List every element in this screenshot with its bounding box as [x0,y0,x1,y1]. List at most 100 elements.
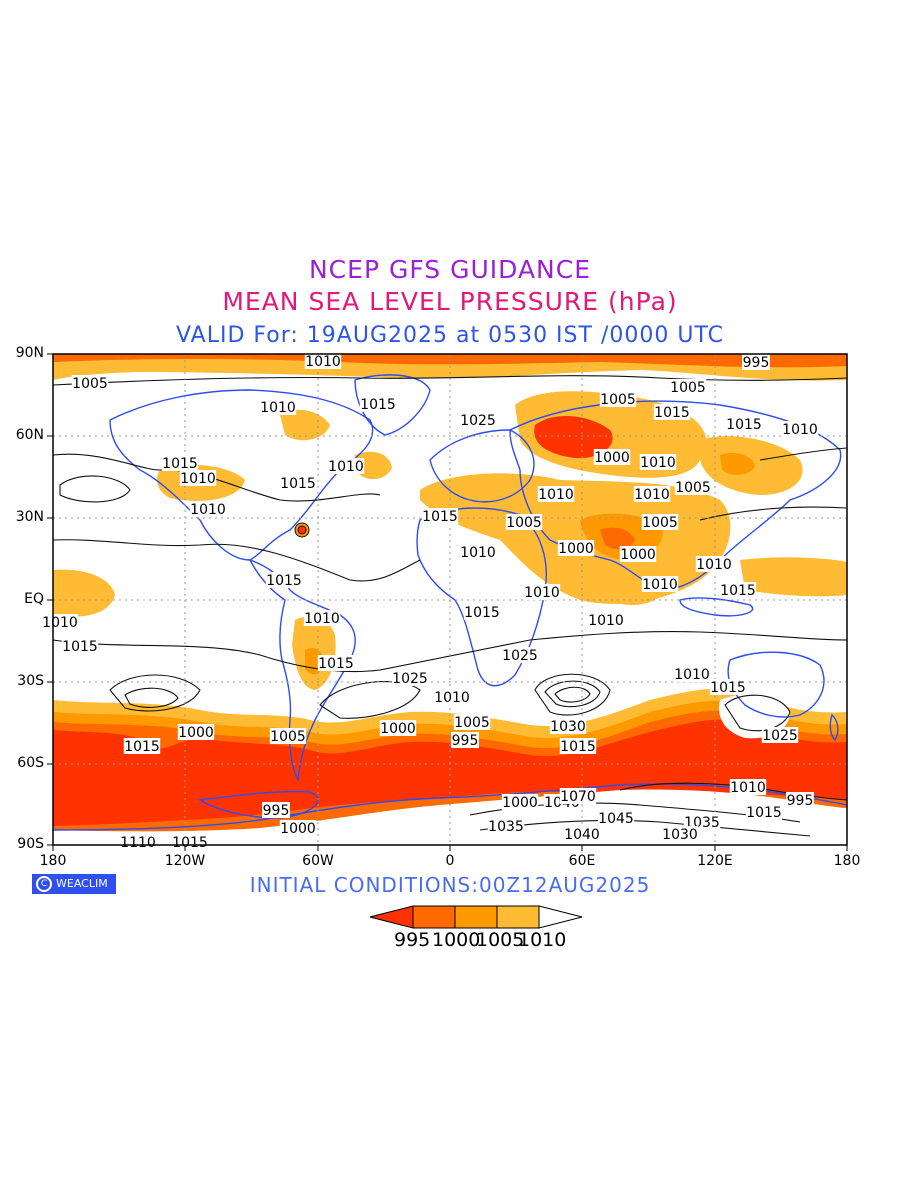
contour-label: 1010 [305,354,341,370]
low-pressure-center [294,522,310,538]
map-subtitle: MEAN SEA LEVEL PRESSURE (hPa) [222,287,678,316]
contour-label-bg [327,458,365,474]
contour-label: 1015 [746,805,782,821]
contour-label: 1015 [124,739,160,755]
contour-label-bg [661,826,699,842]
contour-label: 1015 [726,417,762,433]
contour-label: 1005 [454,715,490,731]
contour-label: 1015 [172,835,208,851]
lat-label-eq: EQ [24,591,44,607]
contour-label: 1005 [675,480,711,496]
contour-label: 995 [743,355,770,371]
contour-label-bg [781,421,819,437]
contour-label: 1025 [502,648,538,664]
contour-label-bg [279,820,317,836]
contour-label-bg [171,834,209,850]
weaclim-logo: C WEACLIM [32,874,116,894]
contour-label-bg [641,514,679,530]
contour-label: 1010 [730,780,766,796]
contour-label-bg [641,576,679,592]
lat-label-60s: 60S [17,755,44,771]
contour-label-bg [463,604,501,620]
contour-label-bg [119,834,157,850]
contour-label: 1040 [564,827,600,843]
contour-label-bg [587,612,625,628]
contour-label-bg [599,391,637,407]
contour-label-bg [359,396,397,412]
lon-label-180w: 180 [39,853,67,869]
map-title: NCEP GFS GUIDANCE [308,255,591,284]
contour-label: 1000 [178,725,214,741]
contour-label-bg [451,732,479,748]
contour-label-bg [719,582,757,598]
colorbar-label-1000: 1000 [432,929,481,951]
contour-label-bg [593,449,631,465]
contour-label: 1025 [460,413,496,429]
contour-label-bg [189,501,227,517]
contour-label-bg [639,454,677,470]
contour-label-bg [265,572,303,588]
contour-label-bg [123,738,161,754]
contour-label-bg [177,724,215,740]
contour-label-bg [505,514,543,530]
contour-label-bg [633,486,671,502]
contour-label-bg [501,794,539,810]
contour-label: 1010 [180,471,216,487]
contour-label-bg [786,792,814,808]
contour-label: 1010 [434,690,470,706]
contour-label: 1005 [642,515,678,531]
lat-label-60n: 60N [15,427,44,443]
contour-label: 1010 [328,459,364,475]
contour-label: 1015 [162,456,198,472]
lon-label-60w: 60W [302,853,334,869]
contour-label-bg [453,714,491,730]
contour-label: 1010 [634,487,670,503]
contour-label: 1010 [588,613,624,629]
contour-label-bg [317,655,355,671]
contour-label-bg [709,679,747,695]
colorbar-label-1005: 1005 [476,929,525,951]
contour-label: 1015 [280,476,316,492]
contour-label-bg [459,412,497,428]
logo-text: WEACLIM [56,877,108,890]
contour-label-bg [674,479,712,495]
contour-label-bg [379,720,417,736]
contour-label: 1110 [120,835,156,851]
contour-label-bg [459,544,497,560]
contour-label: 1010 [640,455,676,471]
contour-label-bg [563,826,601,842]
contour-label: 1045 [598,811,634,827]
contour-label: 1010 [304,611,340,627]
colorbar-label-995: 995 [394,929,431,951]
contour-label: 1010 [696,557,732,573]
pressure-fill-layer [53,354,847,845]
lon-label-120w: 120W [164,853,206,869]
contour-label: 995 [787,793,814,809]
contour-label-bg [279,475,317,491]
lon-label-120e: 120E [697,853,733,869]
contour-label-bg [745,804,783,820]
contour-label: 1000 [380,721,416,737]
lat-label-30n: 30N [15,509,44,525]
contour-label-bg [179,470,217,486]
contour-label-bg [303,610,341,626]
contour-label-bg [259,399,297,415]
contour-label: 1010 [190,502,226,518]
contour-label-bg [487,818,525,834]
contour-label: 1000 [502,795,538,811]
contour-label-bg [391,670,429,686]
contour-label: 1015 [62,639,98,655]
contour-label-bg [523,584,561,600]
contour-label: 1015 [710,680,746,696]
contour-label-bg [501,647,539,663]
contour-label-bg [695,556,733,572]
lat-label-90s: 90S [17,836,44,852]
contour-label-bg [304,353,342,369]
contour-label-bg [557,540,595,556]
contour-label-bg [269,728,307,744]
lon-label-60e: 60E [568,853,596,869]
colorbar-label-1010: 1010 [518,929,567,951]
contour-label: 1025 [762,728,798,744]
